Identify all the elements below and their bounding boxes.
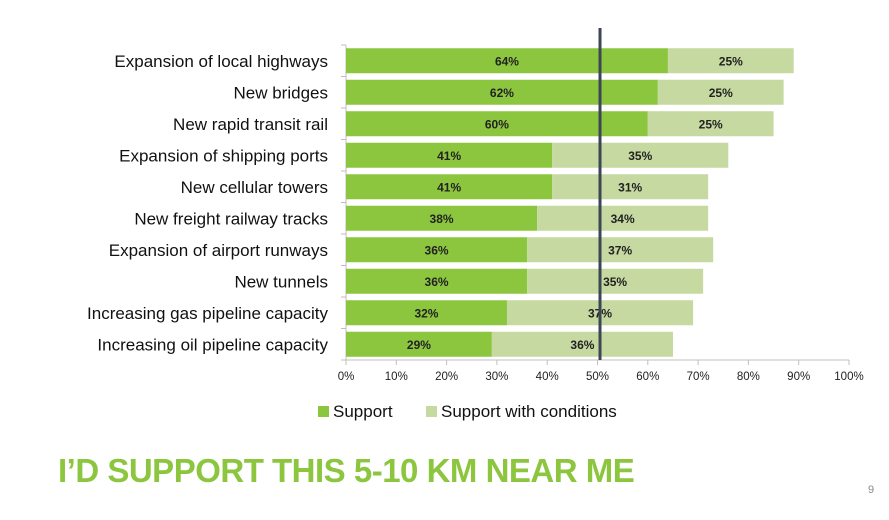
category-label: New rapid transit rail [173, 115, 328, 134]
bar-support-with-conditions [667, 48, 794, 74]
data-label: 35% [603, 275, 627, 289]
x-tick-label: 0% [338, 371, 355, 383]
legend-label: Support with conditions [441, 402, 617, 421]
bar-support [346, 205, 538, 231]
bar-support-with-conditions [552, 174, 709, 200]
bar-support-with-conditions [527, 237, 714, 263]
slide-headline: I’D SUPPORT THIS 5-10 KM NEAR ME [58, 452, 635, 489]
bar-support-with-conditions [657, 79, 784, 105]
category-label: Expansion of local highways [114, 52, 328, 71]
bar-support [346, 142, 553, 168]
category-label: Increasing gas pipeline capacity [87, 304, 328, 323]
x-tick-label: 20% [435, 371, 458, 383]
data-label: 25% [709, 86, 733, 100]
data-label: 25% [699, 117, 723, 131]
data-label: 37% [608, 243, 632, 257]
bar-support [346, 174, 553, 200]
category-label: New freight railway tracks [134, 209, 328, 228]
category-label: New bridges [234, 83, 329, 102]
x-tick-label: 50% [586, 371, 609, 383]
data-label: 36% [425, 275, 449, 289]
bar-support [346, 48, 668, 74]
data-label: 64% [495, 54, 519, 68]
data-label: 60% [485, 117, 509, 131]
data-label: 41% [437, 180, 461, 194]
bar-support-with-conditions [647, 111, 774, 137]
data-label: 36% [570, 338, 594, 352]
legend-label: Support [333, 402, 393, 421]
category-label: Expansion of shipping ports [119, 146, 328, 165]
x-tick-label: 90% [787, 371, 810, 383]
category-label: New cellular towers [181, 178, 328, 197]
bar-support-with-conditions [552, 142, 729, 168]
category-label: New tunnels [234, 272, 328, 291]
data-label: 32% [414, 306, 438, 320]
category-label: Expansion of airport runways [109, 241, 328, 260]
stacked-bar-chart: 0% 10% 20% 30% 40% 50% 60% 70% 80% 90% 100% Expansi… [87, 28, 864, 421]
x-tick-label: 80% [737, 371, 760, 383]
x-tick-label: 60% [636, 371, 659, 383]
x-tick-label: 40% [536, 371, 559, 383]
page-number: 9 [868, 484, 875, 496]
data-label: 31% [618, 180, 642, 194]
data-label: 35% [628, 149, 652, 163]
bar-support [346, 331, 492, 357]
data-label: 41% [437, 149, 461, 163]
x-tick-label: 30% [485, 371, 508, 383]
bar-support [346, 268, 528, 294]
data-label: 38% [430, 212, 454, 226]
x-tick-label: 70% [687, 371, 710, 383]
x-tick-label: 100% [834, 371, 863, 383]
x-tick-label: 10% [385, 371, 408, 383]
bar-support-with-conditions [527, 268, 704, 294]
bar-support-with-conditions [491, 331, 673, 357]
data-label: 29% [407, 338, 431, 352]
category-label: Increasing oil pipeline capacity [97, 335, 328, 354]
bar-support [346, 237, 528, 263]
legend-swatch [318, 406, 329, 417]
bar-support [346, 111, 648, 137]
data-label: 62% [490, 86, 514, 100]
data-label: 36% [425, 243, 449, 257]
data-label: 25% [719, 54, 743, 68]
bar-support [346, 79, 658, 105]
data-label: 34% [611, 212, 635, 226]
bar-support-with-conditions [537, 205, 709, 231]
bar-support [346, 300, 507, 326]
legend-swatch [426, 406, 437, 417]
